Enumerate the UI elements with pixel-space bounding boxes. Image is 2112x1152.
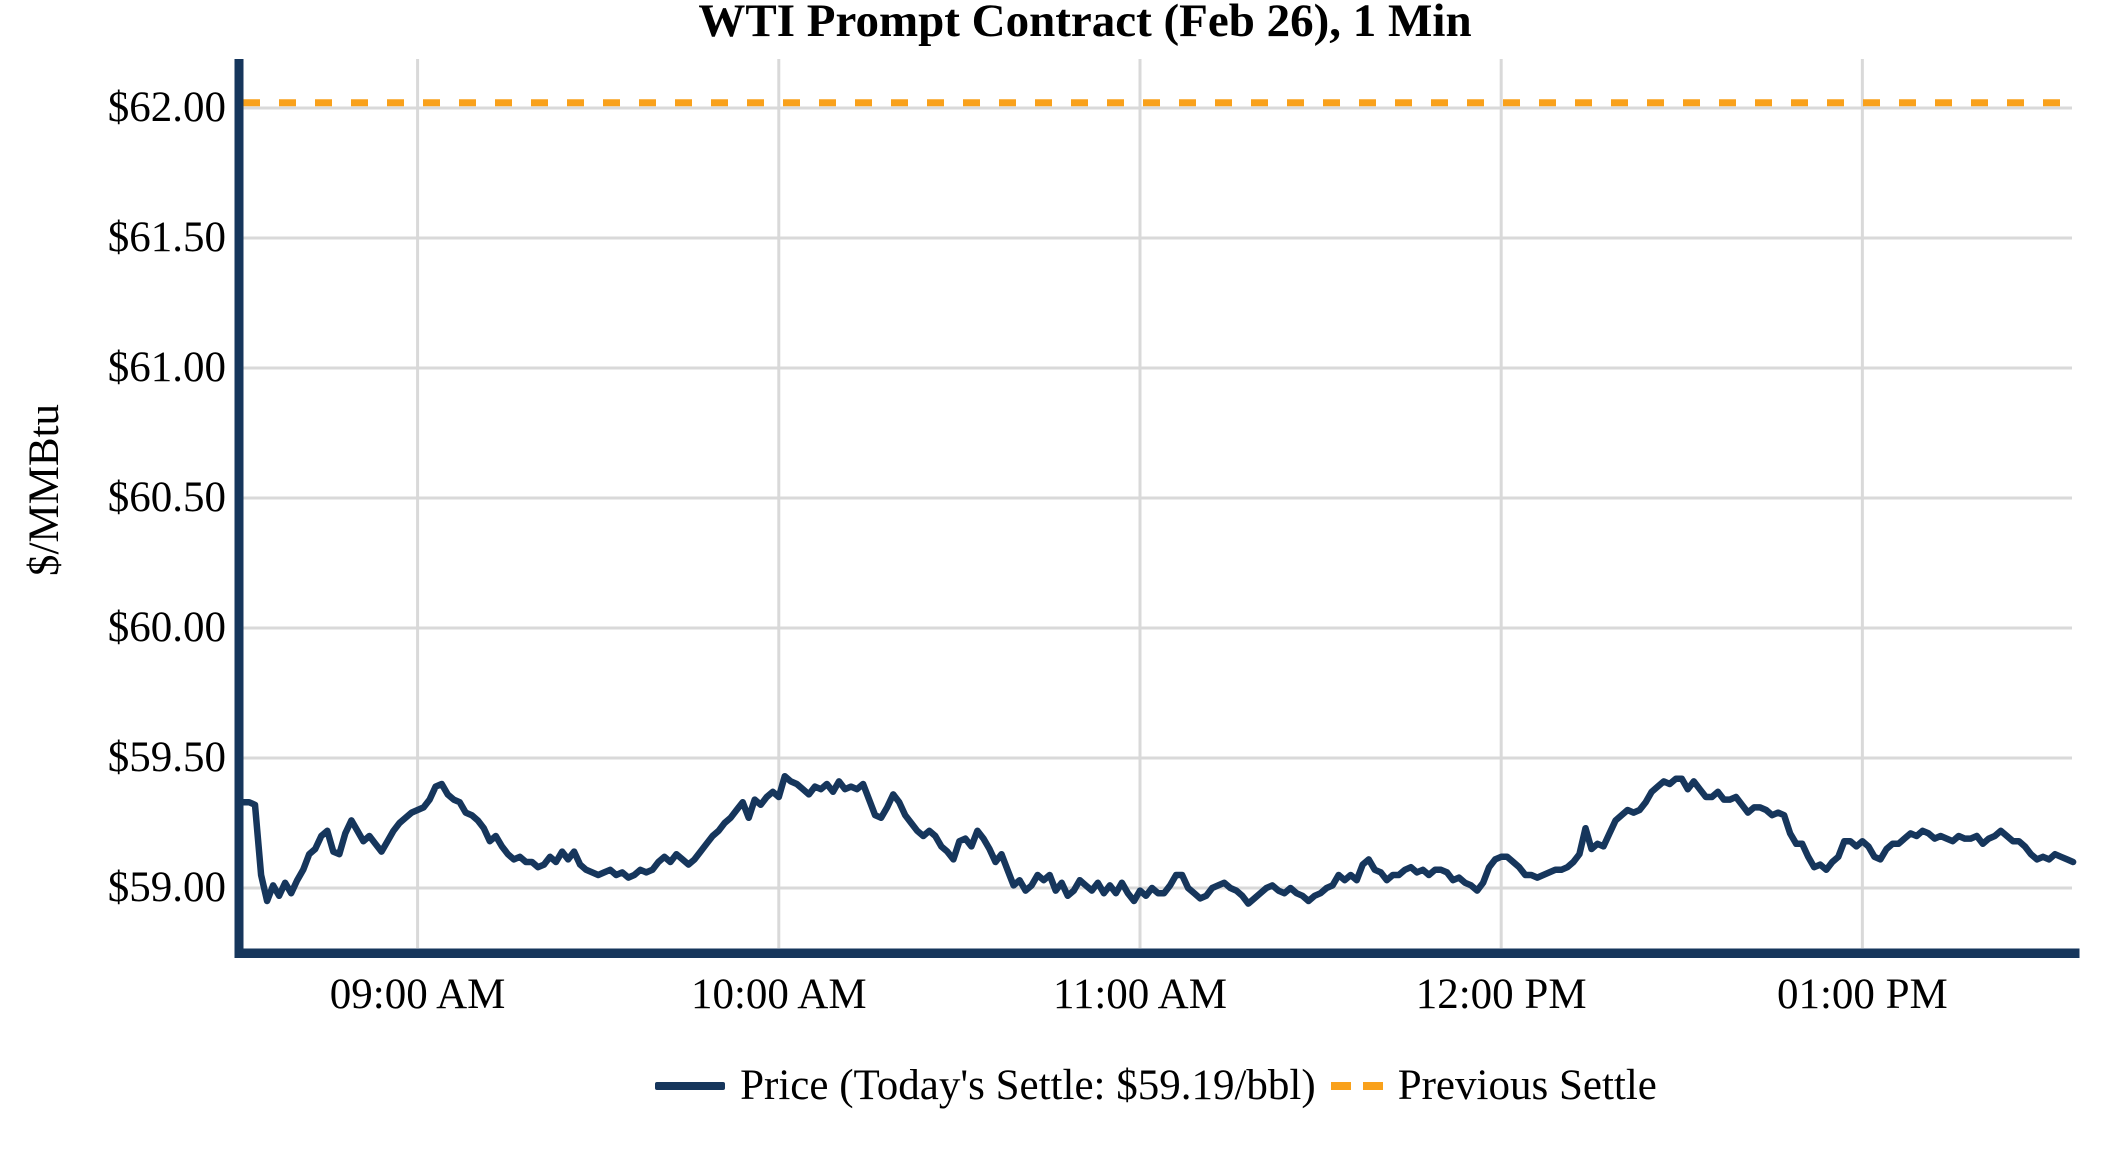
legend-previous-settle-label: Previous Settle [1397, 1062, 1657, 1109]
y-tick-label: $60.00 [107, 604, 226, 651]
price-line-swatch [655, 1082, 726, 1090]
y-axis-spine [234, 59, 244, 958]
y-tick-label: $61.50 [107, 214, 226, 261]
y-tick-label: $62.00 [107, 84, 226, 131]
chart-title: WTI Prompt Contract (Feb 26), 1 Min [698, 0, 1472, 47]
x-tick-label: 11:00 AM [1052, 971, 1227, 1018]
x-tick-label: 09:00 AM [329, 971, 506, 1018]
x-tick-label: 10:00 AM [690, 971, 867, 1018]
y-tick-label: $59.00 [107, 864, 226, 911]
legend: Price (Today's Settle: $59.19/bbl) Previ… [240, 1056, 2072, 1116]
price-line [239, 772, 2077, 907]
x-tick-label: 12:00 PM [1415, 971, 1587, 1018]
y-tick-label: $59.50 [107, 734, 226, 781]
previous-settle-dash-swatch [1330, 1082, 1383, 1090]
x-tick-label: 01:00 PM [1776, 971, 1948, 1018]
y-tick-label: $61.00 [107, 344, 226, 391]
legend-price-label: Price (Today's Settle: $59.19/bbl) [740, 1062, 1316, 1109]
x-axis-spine [234, 948, 2080, 958]
y-tick-label: $60.50 [107, 474, 226, 521]
